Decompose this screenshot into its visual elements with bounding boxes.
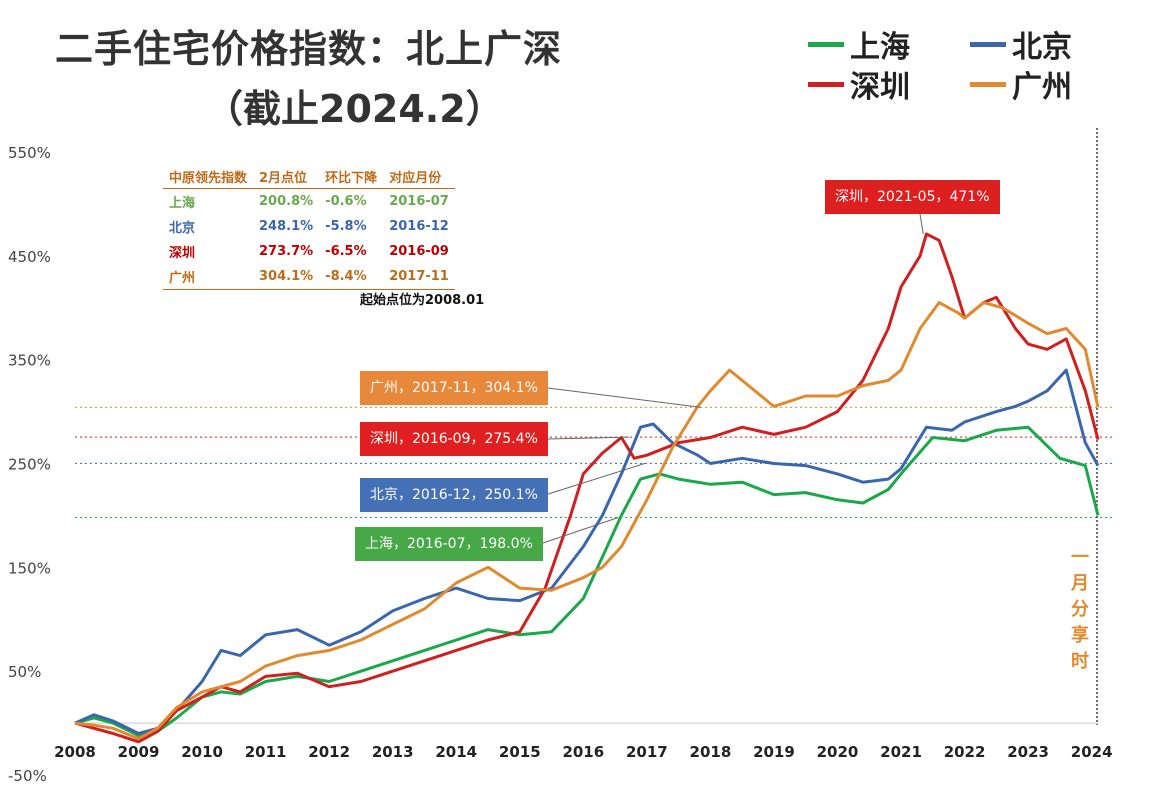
legend-item-beijing: 北京	[970, 22, 1072, 66]
chart-subtitle: （截止2024.2）	[205, 87, 504, 131]
series-line-北京	[74, 368, 1100, 735]
table-cell: 上海	[169, 196, 196, 211]
legend-swatch	[970, 41, 1006, 47]
table-cell: 深圳	[169, 246, 196, 261]
callout-beijing: 北京，2016-12，250.1%	[360, 478, 548, 512]
table-cell: 广州	[163, 264, 254, 290]
table-cell: 北京	[169, 221, 196, 236]
legend-swatch	[808, 81, 844, 87]
legend-label: 上海	[850, 30, 910, 65]
legend-label: 深圳	[850, 70, 910, 105]
table-header: 环比下降	[319, 165, 384, 189]
y-tick-label: 350%	[8, 352, 51, 370]
callout-shenzhen: 深圳，2016-09，275.4%	[360, 422, 548, 456]
series-line-广州	[74, 301, 1100, 741]
table-cell: 2016-12	[389, 219, 449, 234]
index-table: 中原领先指数 2月点位 环比下降 对应月份 上海 200.8% -0.6% 20…	[163, 165, 455, 290]
series-line-上海	[74, 425, 1100, 737]
x-tick-label: 2020	[817, 743, 859, 761]
x-tick-label: 2008	[54, 743, 96, 761]
table-row: 北京 248.1% -5.8% 2016-12	[163, 214, 455, 239]
table-row: 上海 200.8% -0.6% 2016-07	[163, 189, 455, 215]
y-tick-label: 550%	[8, 144, 51, 162]
table-cell: -8.4%	[319, 264, 384, 290]
y-tick-label: 150%	[8, 559, 51, 577]
table-header: 2月点位	[253, 165, 320, 189]
x-tick-label: 2024	[1071, 743, 1113, 761]
x-tick-label: 2023	[1007, 743, 1049, 761]
callout-guangzhou: 广州，2017-11，304.1%	[360, 371, 548, 405]
callout-shenzhen-peak: 深圳，2021-05，471%	[825, 180, 1000, 214]
callout-shanghai: 上海，2016-07，198.0%	[355, 527, 543, 561]
x-tick-label: 2021	[880, 743, 922, 761]
side-note: 一月分享时	[1071, 547, 1089, 672]
legend-label: 广州	[1012, 70, 1072, 105]
legend-item-shenzhen: 深圳	[808, 62, 910, 106]
table-cell: -5.8%	[325, 219, 367, 234]
y-tick-label: 50%	[8, 663, 41, 681]
table-cell: 2017-11	[383, 264, 455, 290]
legend-label: 北京	[1012, 30, 1072, 65]
y-tick-label: -50%	[8, 767, 47, 785]
table-header: 对应月份	[383, 165, 455, 189]
series-line-深圳	[74, 232, 1100, 744]
x-tick-label: 2018	[690, 743, 732, 761]
legend-swatch	[808, 41, 844, 47]
x-tick-label: 2016	[562, 743, 604, 761]
x-tick-label: 2010	[181, 743, 223, 761]
x-tick-label: 2014	[435, 743, 477, 761]
callout-leader-line	[547, 436, 630, 440]
legend-swatch	[970, 81, 1006, 87]
y-tick-label: 250%	[8, 456, 51, 474]
table-cell: 200.8%	[259, 194, 314, 209]
table-cell: -6.5%	[325, 244, 367, 259]
x-tick-label: 2009	[118, 743, 160, 761]
x-tick-label: 2012	[308, 743, 350, 761]
x-tick-label: 2011	[245, 743, 287, 761]
x-tick-label: 2019	[753, 743, 795, 761]
start-point-note: 起始点位为2008.01	[360, 293, 485, 308]
x-tick-label: 2017	[626, 743, 668, 761]
legend-item-guangzhou: 广州	[970, 62, 1072, 106]
x-tick-label: 2013	[372, 743, 414, 761]
chart-title: 二手住宅价格指数：北上广深	[55, 27, 563, 71]
table-cell: 273.7%	[259, 244, 314, 259]
table-row: 广州 304.1% -8.4% 2017-11	[163, 264, 455, 290]
table-header-row: 中原领先指数 2月点位 环比下降 对应月份	[163, 165, 455, 189]
table-cell: 248.1%	[259, 219, 314, 234]
x-tick-label: 2015	[499, 743, 541, 761]
table-cell: -0.6%	[325, 194, 367, 209]
x-tick-label: 2022	[944, 743, 986, 761]
table-row: 深圳 273.7% -6.5% 2016-09	[163, 239, 455, 264]
callout-leader-line	[539, 517, 619, 545]
y-tick-label: 450%	[8, 248, 51, 266]
legend-item-shanghai: 上海	[808, 22, 910, 66]
callout-leader-line	[544, 462, 646, 496]
table-cell: 2016-07	[389, 194, 449, 209]
table-header: 中原领先指数	[163, 165, 254, 189]
table-cell: 2016-09	[389, 244, 449, 259]
table-cell: 304.1%	[253, 264, 320, 290]
callout-leader-line	[547, 387, 701, 408]
callout-leader-line	[919, 213, 924, 235]
